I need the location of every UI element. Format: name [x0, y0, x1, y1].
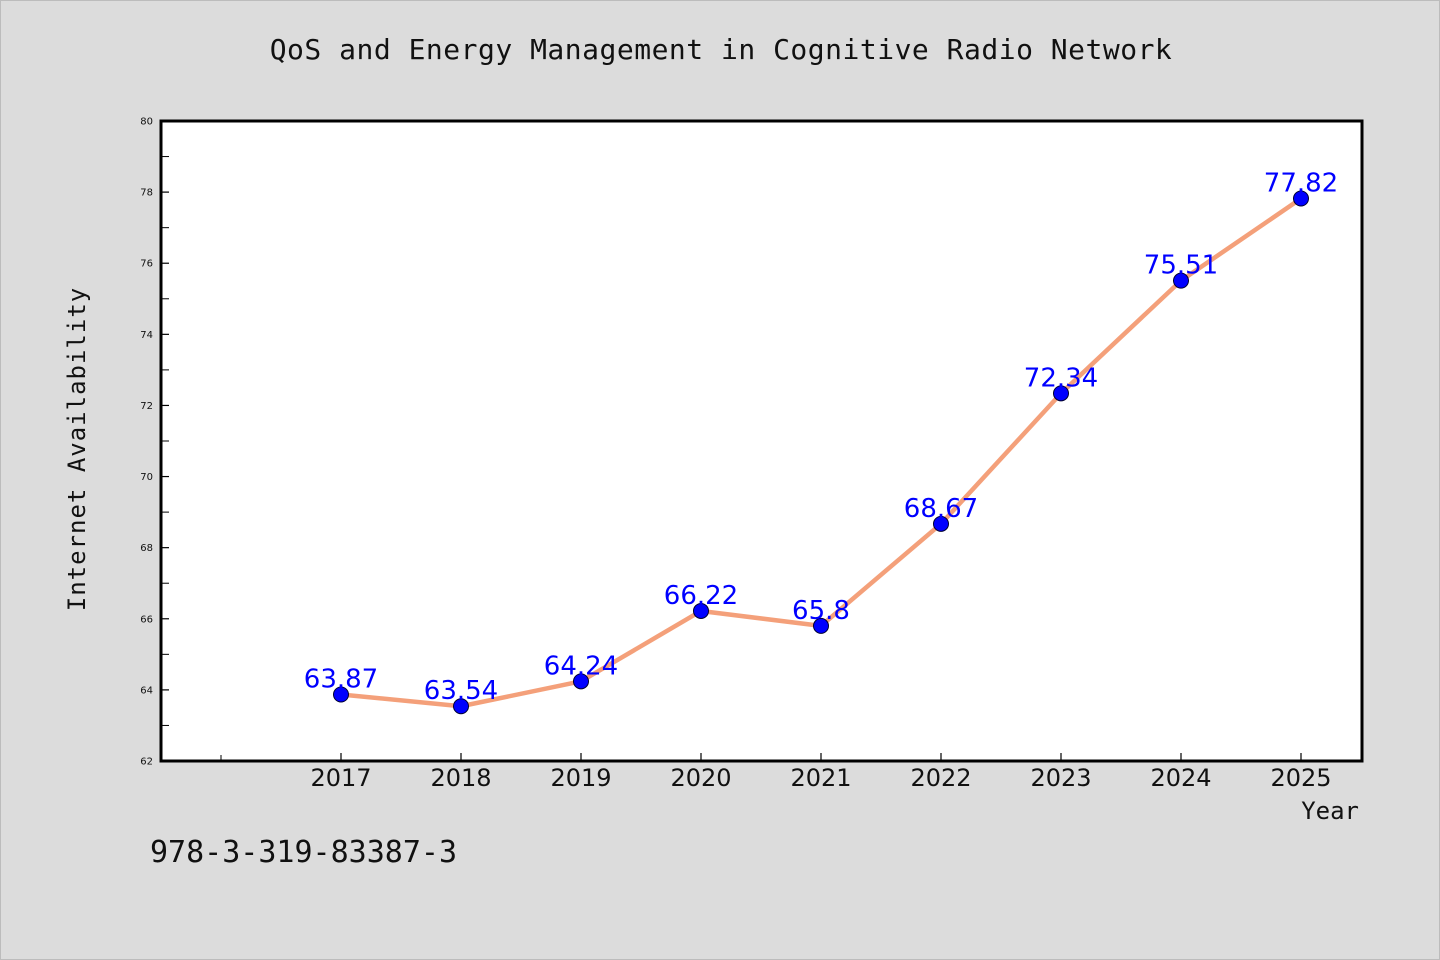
data-label: 72.34: [1024, 363, 1098, 393]
x-tick-label: 2022: [910, 764, 971, 792]
data-label: 68.67: [904, 494, 978, 524]
data-point: [693, 602, 709, 619]
y-tick-label: 80: [140, 117, 153, 128]
y-tick-label: 62: [140, 757, 153, 768]
x-tick-label: 2020: [670, 764, 731, 792]
data-label: 77.82: [1264, 169, 1338, 199]
x-tick-label: 2021: [790, 764, 851, 792]
x-axis-label: Year: [1301, 797, 1359, 825]
data-point: [813, 617, 829, 634]
x-tick-label: 2018: [430, 764, 491, 792]
y-tick-label: 74: [140, 330, 153, 341]
x-tick-label: 2024: [1150, 764, 1211, 792]
data-point: [1293, 190, 1309, 207]
data-point: [933, 515, 949, 532]
data-point: [1173, 272, 1189, 289]
series-group: 63.87 63.54 64.24 66.22 65.8 68.67 72.34 75.51 7…: [304, 169, 1338, 715]
data-label: 63.87: [304, 665, 378, 695]
x-tick-label: 2023: [1030, 764, 1091, 792]
x-tick-label: 2017: [310, 764, 371, 792]
data-label: 63.54: [424, 676, 498, 706]
y-tick-label: 66: [140, 614, 153, 625]
chart-title: QoS and Energy Management in Cognitive R…: [269, 33, 1173, 66]
x-tick-label: 2019: [550, 764, 611, 792]
y-tick-label: 70: [140, 472, 153, 483]
x-axis-ticks: 2017 2018 2019 2020 2021 2022 2023 2024 2025: [220, 753, 1332, 792]
data-label: 75.51: [1144, 251, 1218, 281]
data-point: [573, 673, 589, 690]
y-tick-label: 64: [140, 685, 153, 696]
isbn-text: 978-3-319-83387-3: [150, 835, 458, 870]
x-tick-label: 2025: [1270, 764, 1331, 792]
y-tick-label: 72: [140, 401, 153, 412]
data-point: [453, 698, 469, 715]
data-label: 65.8: [792, 596, 850, 626]
y-tick-label: 78: [140, 188, 153, 199]
plot-area: [159, 119, 1364, 763]
y-tick-label: 76: [140, 259, 153, 270]
data-label: 64.24: [544, 651, 618, 681]
y-axis-ticks: 62 64 66 68 70 72 74 76 78 80: [140, 117, 169, 768]
y-tick-label: 68: [140, 543, 153, 554]
data-point: [1053, 385, 1069, 402]
data-label: 66.22: [664, 581, 738, 611]
data-point: [333, 686, 349, 703]
